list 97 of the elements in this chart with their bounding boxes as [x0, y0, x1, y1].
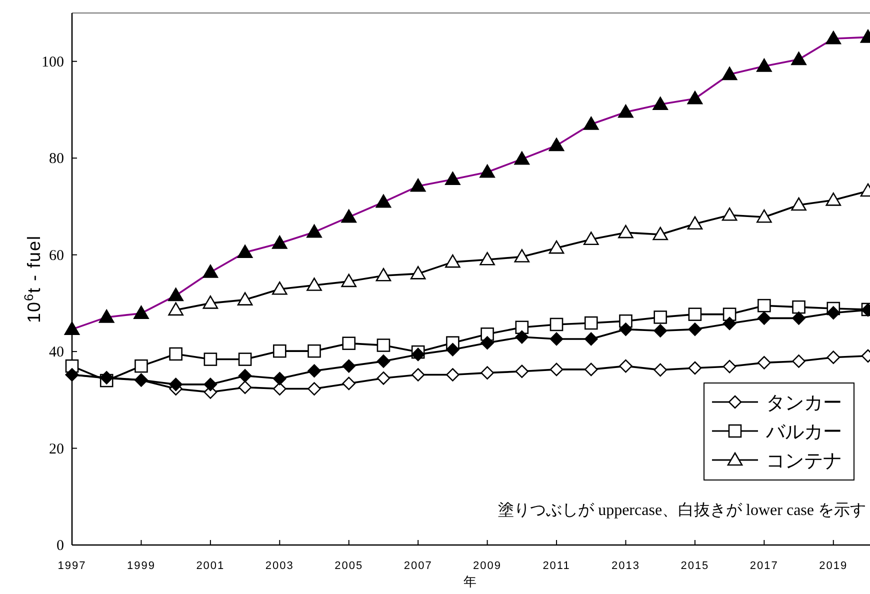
point [204, 378, 218, 392]
point [168, 302, 184, 316]
point [548, 240, 564, 254]
x-tick-label: 2009 [473, 560, 502, 572]
point [480, 366, 494, 380]
point [792, 312, 806, 325]
y-tick-label: 40 [49, 344, 64, 361]
point [584, 332, 598, 346]
point [758, 356, 771, 370]
point [202, 296, 218, 309]
legend-label: バルカー [765, 422, 842, 443]
point [722, 316, 736, 330]
point [756, 209, 772, 223]
point [515, 364, 529, 378]
point [688, 322, 702, 336]
point [654, 310, 667, 324]
point [306, 278, 322, 291]
point [238, 369, 252, 382]
point [480, 252, 495, 266]
point [514, 249, 530, 262]
x-tick-label: 2017 [750, 560, 778, 572]
point [204, 352, 218, 366]
point [376, 354, 390, 368]
point [446, 342, 460, 356]
point [584, 316, 598, 330]
point [652, 226, 668, 240]
point [376, 371, 390, 385]
x-tick-label: 2015 [680, 560, 710, 572]
point [688, 361, 702, 375]
point [722, 308, 736, 321]
point [722, 208, 738, 221]
point [758, 312, 771, 325]
point [654, 363, 667, 377]
point [654, 324, 667, 338]
x-tick-label: 2011 [542, 560, 570, 572]
point [722, 360, 736, 374]
point [687, 216, 703, 230]
point [584, 362, 598, 376]
point [376, 338, 390, 352]
y-tick-label: 20 [49, 441, 64, 458]
point [550, 318, 564, 332]
point [515, 330, 529, 344]
x-tick-label: 2007 [404, 560, 432, 572]
point [342, 376, 356, 390]
point [273, 372, 286, 386]
point [273, 382, 286, 396]
point [411, 348, 425, 362]
point [238, 380, 252, 394]
point [411, 368, 425, 382]
point [515, 320, 529, 334]
point [792, 300, 806, 314]
point [238, 352, 252, 366]
point [134, 359, 148, 373]
y-tick-label: 100 [42, 54, 64, 70]
point [791, 197, 806, 211]
point [792, 354, 806, 368]
x-tick-label: 1997 [58, 560, 86, 572]
point [341, 274, 357, 288]
point [550, 332, 564, 346]
point [272, 282, 288, 295]
point [273, 344, 286, 358]
y-tick-label: 80 [49, 151, 64, 168]
point [237, 292, 253, 306]
point [308, 344, 321, 358]
point [480, 336, 494, 350]
point [410, 266, 426, 280]
x-tick-label: 2019 [819, 560, 848, 572]
x-tick-label: 1999 [126, 560, 156, 572]
point [169, 378, 182, 392]
point [342, 336, 356, 350]
legend-label: コンテナ [766, 451, 842, 472]
x-tick-label: 2003 [265, 560, 294, 572]
point [342, 359, 356, 373]
x-tick-label: 2013 [611, 560, 640, 572]
point [550, 362, 564, 376]
y-tick-label: 0 [56, 538, 64, 554]
legend-label: タンカー [766, 393, 842, 414]
point [826, 192, 842, 206]
y-tick-label: 60 [49, 248, 64, 264]
point [826, 350, 840, 364]
point [826, 306, 840, 320]
point [618, 224, 634, 238]
x-tick-label: 2005 [334, 560, 364, 572]
point [308, 382, 321, 396]
point [758, 298, 771, 312]
annotation: 塗りつぶしが uppercase、白抜きが lower case を示す [498, 501, 866, 519]
point [308, 364, 321, 378]
point [376, 268, 392, 282]
x-tick-label: 2001 [196, 560, 225, 572]
x-axis-title: 年 [464, 574, 476, 589]
point [688, 308, 702, 321]
point [445, 254, 460, 268]
point [169, 347, 182, 361]
point [446, 368, 460, 382]
point [619, 359, 632, 373]
point [583, 232, 599, 245]
point [619, 322, 632, 336]
